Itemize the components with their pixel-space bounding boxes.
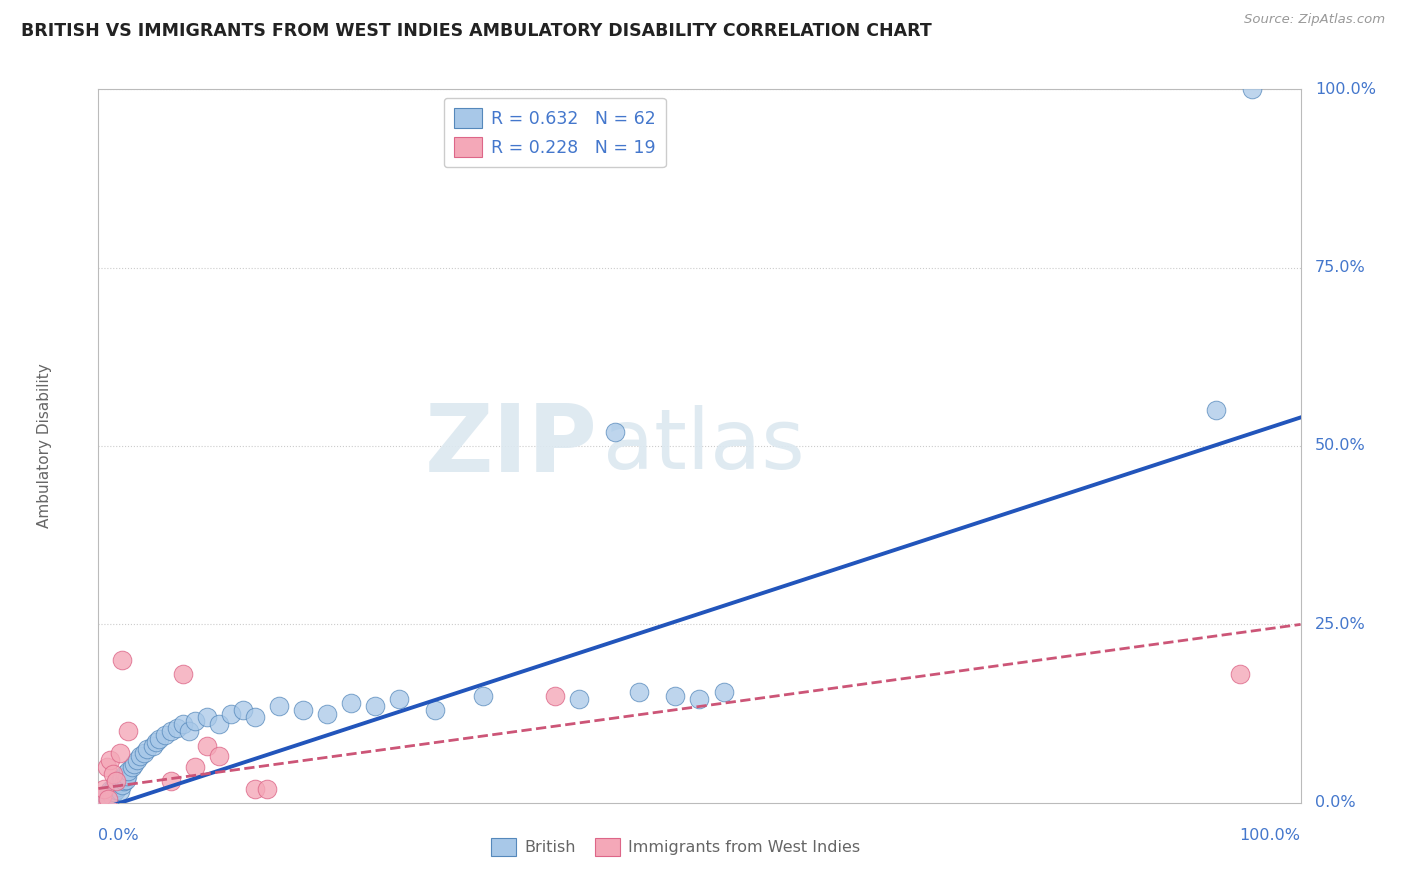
Point xyxy=(166,721,188,735)
Point xyxy=(97,787,120,801)
Point xyxy=(256,781,278,796)
Point xyxy=(97,792,120,806)
Text: Ambulatory Disability: Ambulatory Disability xyxy=(37,364,52,528)
Text: 100.0%: 100.0% xyxy=(1315,82,1376,96)
Text: ZIP: ZIP xyxy=(425,400,598,492)
Point xyxy=(93,781,115,796)
Point xyxy=(101,781,124,796)
Point xyxy=(100,785,122,799)
Point xyxy=(232,703,254,717)
Point xyxy=(117,769,139,783)
Point xyxy=(243,781,266,796)
Point xyxy=(472,689,495,703)
Point xyxy=(664,689,686,703)
Point xyxy=(183,760,205,774)
Point xyxy=(172,717,194,731)
Text: atlas: atlas xyxy=(603,406,806,486)
Point xyxy=(112,774,135,789)
Point xyxy=(195,739,218,753)
Point xyxy=(110,774,132,789)
Point xyxy=(208,717,231,731)
Text: 25.0%: 25.0% xyxy=(1315,617,1365,632)
Point xyxy=(107,780,129,794)
Point xyxy=(243,710,266,724)
Point xyxy=(103,785,125,799)
Point xyxy=(177,724,200,739)
Legend: British, Immigrants from West Indies: British, Immigrants from West Indies xyxy=(484,831,866,863)
Point xyxy=(183,714,205,728)
Point xyxy=(148,731,170,746)
Text: 75.0%: 75.0% xyxy=(1315,260,1365,275)
Point xyxy=(108,746,131,760)
Point xyxy=(91,794,114,808)
Point xyxy=(713,685,735,699)
Point xyxy=(90,792,112,806)
Point xyxy=(364,699,387,714)
Point xyxy=(688,692,710,706)
Point xyxy=(117,724,139,739)
Text: 0.0%: 0.0% xyxy=(1315,796,1355,810)
Point xyxy=(124,756,146,771)
Point xyxy=(153,728,176,742)
Point xyxy=(96,790,118,805)
Point xyxy=(94,789,117,803)
Point xyxy=(100,783,122,797)
Point xyxy=(159,724,181,739)
Point xyxy=(141,739,163,753)
Point xyxy=(1241,82,1264,96)
Text: BRITISH VS IMMIGRANTS FROM WEST INDIES AMBULATORY DISABILITY CORRELATION CHART: BRITISH VS IMMIGRANTS FROM WEST INDIES A… xyxy=(21,22,932,40)
Point xyxy=(104,778,127,792)
Point xyxy=(340,696,363,710)
Point xyxy=(159,774,181,789)
Point xyxy=(100,789,122,803)
Point xyxy=(115,772,138,787)
Point xyxy=(101,767,124,781)
Point xyxy=(132,746,155,760)
Point xyxy=(105,783,128,797)
Point xyxy=(267,699,290,714)
Point xyxy=(96,760,118,774)
Point xyxy=(98,791,121,805)
Point xyxy=(208,749,231,764)
Point xyxy=(1205,403,1227,417)
Point xyxy=(315,706,337,721)
Point xyxy=(125,753,148,767)
Point xyxy=(172,667,194,681)
Point xyxy=(105,774,128,789)
Point xyxy=(117,764,139,778)
Point xyxy=(129,749,152,764)
Point xyxy=(291,703,314,717)
Point xyxy=(135,742,157,756)
Text: 50.0%: 50.0% xyxy=(1315,439,1365,453)
Point xyxy=(114,767,136,781)
Point xyxy=(111,653,134,667)
Text: 100.0%: 100.0% xyxy=(1240,828,1301,843)
Point xyxy=(91,790,114,805)
Text: 0.0%: 0.0% xyxy=(98,828,139,843)
Point xyxy=(605,425,627,439)
Point xyxy=(388,692,411,706)
Point xyxy=(100,753,122,767)
Point xyxy=(93,794,115,808)
Point xyxy=(1229,667,1251,681)
Point xyxy=(108,776,131,790)
Point xyxy=(544,689,567,703)
Point xyxy=(121,760,143,774)
Point xyxy=(568,692,591,706)
Point xyxy=(108,784,131,798)
Point xyxy=(423,703,446,717)
Point xyxy=(111,778,134,792)
Point xyxy=(195,710,218,724)
Point xyxy=(145,735,167,749)
Point xyxy=(111,771,134,785)
Point xyxy=(91,789,114,803)
Point xyxy=(219,706,242,721)
Text: Source: ZipAtlas.com: Source: ZipAtlas.com xyxy=(1244,13,1385,27)
Point xyxy=(628,685,651,699)
